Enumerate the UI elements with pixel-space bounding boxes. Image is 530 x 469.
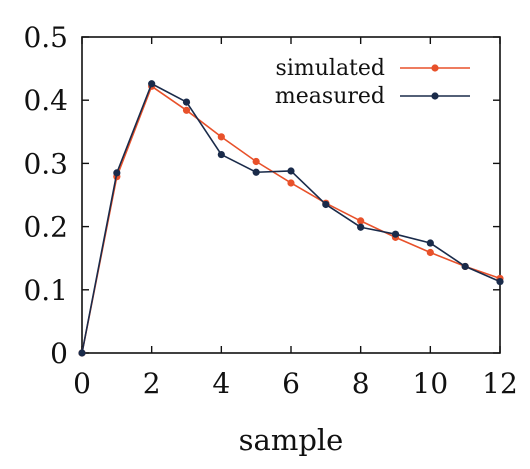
data-point-measured: [287, 167, 295, 175]
y-tick-label: 0.1: [23, 274, 68, 307]
y-tick-label: 0.4: [23, 84, 68, 117]
data-point-simulated: [252, 157, 260, 166]
x-tick-label: 0: [73, 367, 91, 400]
legend-label-simulated: simulated: [276, 56, 385, 81]
data-point-measured: [461, 262, 469, 271]
axis-ticks: [81, 36, 501, 354]
data-point-measured: [113, 169, 121, 177]
x-tick-label: 4: [212, 367, 230, 400]
data-point-measured: [78, 349, 86, 357]
y-tick-label: 0.5: [23, 21, 68, 54]
x-tick-label: 10: [413, 367, 449, 400]
x-tick-label: 12: [482, 367, 518, 400]
data-point-measured: [252, 168, 260, 176]
y-tick-label: 0: [50, 337, 68, 370]
data-point-simulated: [426, 248, 434, 257]
data-point-measured: [391, 230, 400, 238]
y-tick-label: 0.2: [23, 211, 68, 244]
series-line-measured: [81, 82, 501, 354]
data-point-simulated: [217, 133, 225, 141]
legend-label-measured: measured: [275, 84, 385, 109]
data-point-simulated: [287, 179, 295, 187]
data-point-measured: [496, 277, 504, 286]
series-measured: [78, 80, 504, 357]
series-line-simulated: [81, 85, 501, 354]
y-tick-label: 0.3: [23, 147, 68, 180]
data-point-measured: [182, 98, 191, 106]
data-point-simulated: [182, 106, 191, 114]
data-point-measured: [322, 200, 330, 209]
data-point-measured: [426, 239, 434, 247]
data-point-measured: [217, 150, 225, 159]
legend: simulated measured: [275, 56, 470, 109]
x-tick-label: 2: [143, 367, 161, 400]
x-axis-label: sample: [239, 423, 344, 457]
legend-swatch-marker-measured: [431, 92, 439, 100]
tick-labels: 0 2 4 6 8 10 12 0 0.1 0.2 0.3 0.4 0.5: [23, 21, 517, 400]
data-point-measured: [148, 80, 156, 88]
data-point-measured: [357, 223, 365, 231]
series-layer: [78, 80, 504, 357]
legend-swatch-marker-simulated: [431, 64, 439, 72]
data-point-simulated: [357, 217, 365, 225]
x-tick-label: 8: [352, 367, 370, 400]
series-simulated: [78, 82, 504, 357]
x-tick-label: 6: [282, 367, 300, 400]
